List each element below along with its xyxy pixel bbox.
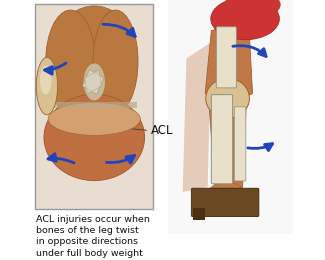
Polygon shape bbox=[183, 42, 211, 192]
Polygon shape bbox=[209, 103, 246, 187]
Bar bbox=[193, 208, 205, 220]
Ellipse shape bbox=[44, 94, 145, 180]
FancyBboxPatch shape bbox=[191, 188, 259, 217]
FancyBboxPatch shape bbox=[211, 95, 233, 184]
Text: ACL: ACL bbox=[151, 124, 173, 137]
Bar bbox=[52, 102, 137, 108]
Bar bbox=[168, 0, 292, 234]
Polygon shape bbox=[85, 70, 101, 94]
Ellipse shape bbox=[211, 0, 280, 40]
Ellipse shape bbox=[93, 10, 138, 113]
FancyBboxPatch shape bbox=[216, 27, 236, 88]
Ellipse shape bbox=[208, 183, 245, 206]
Polygon shape bbox=[83, 70, 104, 94]
Ellipse shape bbox=[206, 78, 250, 118]
Ellipse shape bbox=[84, 63, 105, 100]
Ellipse shape bbox=[46, 10, 96, 113]
FancyBboxPatch shape bbox=[234, 107, 246, 181]
Text: ACL injuries occur when
bones of the leg twist
in opposite directions
under full: ACL injuries occur when bones of the leg… bbox=[36, 214, 150, 258]
Ellipse shape bbox=[225, 0, 281, 19]
Ellipse shape bbox=[40, 66, 52, 94]
Polygon shape bbox=[205, 23, 253, 101]
Ellipse shape bbox=[62, 6, 127, 63]
Bar bbox=[35, 4, 153, 209]
Ellipse shape bbox=[48, 102, 140, 135]
Ellipse shape bbox=[36, 57, 58, 115]
